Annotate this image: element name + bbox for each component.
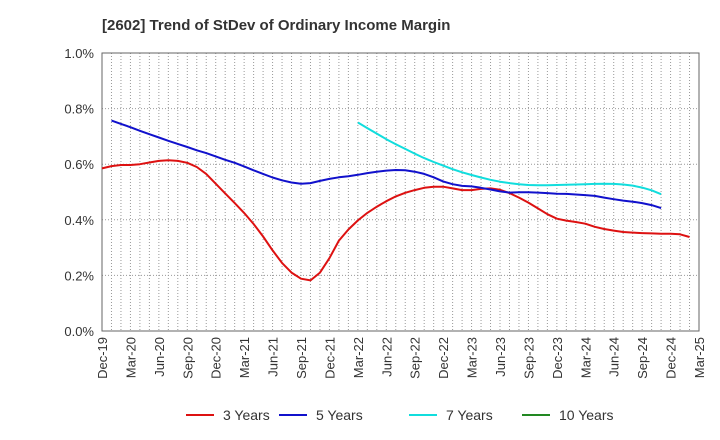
series-line-7-years xyxy=(357,121,662,196)
x-tick-label: Dec-21 xyxy=(322,337,337,379)
x-tick-label: Jun-23 xyxy=(493,337,508,377)
x-tick-label: Dec-20 xyxy=(209,337,224,379)
legend-item: 10 Years xyxy=(522,407,614,423)
x-tick-label: Mar-20 xyxy=(123,337,138,378)
plot-area xyxy=(102,53,699,331)
x-tick-label: Jun-24 xyxy=(607,337,622,377)
x-tick-label: Sep-23 xyxy=(521,337,536,379)
y-tick-label: 1.0% xyxy=(64,46,94,61)
series-lines xyxy=(101,119,690,282)
legend-label: 7 Years xyxy=(446,407,493,423)
series-line-3-years xyxy=(101,159,690,282)
x-tick-label: Sep-24 xyxy=(635,337,650,379)
x-tick-label: Mar-21 xyxy=(237,337,252,378)
plot-border xyxy=(101,52,700,332)
legend-item: 5 Years xyxy=(279,407,363,423)
chart-title: [2602] Trend of StDev of Ordinary Income… xyxy=(102,17,450,34)
legend: 3 Years 5 Years 7 Years 10 Years xyxy=(186,407,614,423)
legend-label: 5 Years xyxy=(316,407,363,423)
x-tick-label: Sep-21 xyxy=(294,337,309,379)
y-tick-label: 0.0% xyxy=(64,324,94,339)
y-tick-label: 0.4% xyxy=(64,213,94,228)
legend-item: 7 Years xyxy=(409,407,493,423)
x-tick-label: Dec-22 xyxy=(436,337,451,379)
y-axis: 0.0% 0.2% 0.4% 0.6% 0.8% 1.0% xyxy=(64,46,94,339)
series-line-5-years xyxy=(111,119,662,210)
x-tick-label: Mar-22 xyxy=(351,337,366,378)
grid xyxy=(102,53,699,331)
legend-label: 10 Years xyxy=(559,407,614,423)
x-axis: Dec-19 Mar-20 Jun-20 Sep-20 Dec-20 Mar-21 Jun-… xyxy=(95,337,707,379)
y-tick-label: 0.8% xyxy=(64,102,94,117)
y-tick-label: 0.6% xyxy=(64,157,94,172)
x-tick-label: Dec-19 xyxy=(95,337,110,379)
legend-item: 3 Years xyxy=(186,407,270,423)
x-tick-label: Mar-25 xyxy=(692,337,707,378)
x-tick-label: Mar-23 xyxy=(465,337,480,378)
x-tick-label: Jun-21 xyxy=(266,337,281,377)
x-tick-label: Sep-22 xyxy=(408,337,423,379)
x-tick-label: Sep-20 xyxy=(180,337,195,379)
y-tick-label: 0.2% xyxy=(64,268,94,283)
x-tick-label: Dec-23 xyxy=(550,337,565,379)
x-tick-label: Mar-24 xyxy=(578,337,593,378)
x-tick-label: Jun-20 xyxy=(152,337,167,377)
x-tick-label: Jun-22 xyxy=(379,337,394,377)
x-tick-label: Dec-24 xyxy=(664,337,679,379)
legend-label: 3 Years xyxy=(223,407,270,423)
